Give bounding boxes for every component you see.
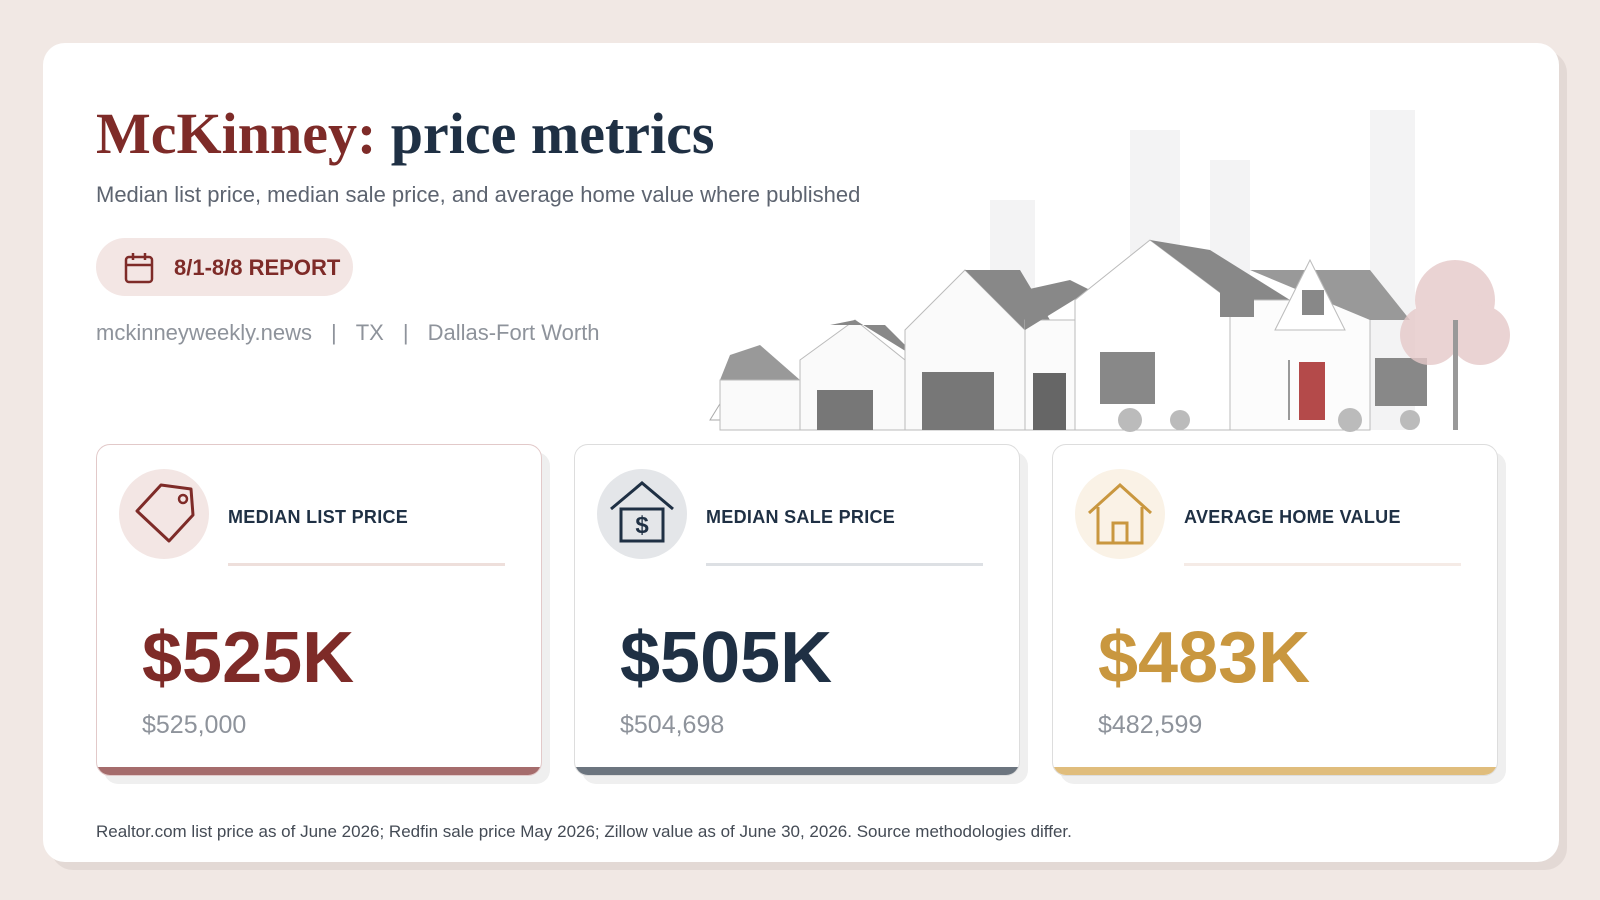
footnote: Realtor.com list price as of June 2026; …: [96, 822, 1072, 841]
title-place: McKinney:: [96, 101, 377, 166]
report-badge: 8/1-8/8 REPORT: [96, 238, 353, 296]
card-value: $525K: [142, 618, 355, 698]
metric-card: AVERAGE HOME VALUE $483K $482,599: [1052, 444, 1498, 776]
title: McKinney: price metrics: [96, 100, 714, 167]
metric-card: MEDIAN LIST PRICE $525K $525,000: [96, 444, 542, 776]
svg-text:$: $: [635, 512, 649, 539]
meta-item: TX: [355, 320, 384, 345]
calendar-icon: [124, 253, 154, 284]
card-label: MEDIAN SALE PRICE: [706, 507, 896, 527]
meta-item: Dallas-Fort Worth: [427, 320, 600, 345]
house-dollar-icon: $: [597, 469, 687, 559]
tag-icon: [119, 469, 209, 559]
card-exact: $504,698: [620, 711, 725, 739]
card-label: AVERAGE HOME VALUE: [1184, 507, 1401, 527]
metric-card: $ MEDIAN SALE PRICE $505K $504,698: [574, 444, 1020, 776]
card-value: $505K: [620, 618, 833, 698]
meta-item: mckinneyweekly.news: [96, 320, 313, 345]
title-rest: price metrics: [390, 101, 715, 166]
separator: |: [402, 320, 409, 345]
meta: mckinneyweekly.news | TX | Dallas-Fort Worth: [96, 320, 600, 346]
subtitle: Median list price, median sale price, an…: [96, 182, 861, 207]
badge-text: 8/1-8/8 REPORT: [174, 255, 341, 280]
separator: |: [331, 320, 337, 345]
house-icon: [1075, 469, 1165, 559]
card-exact: $525,000: [142, 711, 247, 739]
house-illustration: [709, 110, 1510, 432]
card-value: $483K: [1098, 618, 1311, 698]
card-label: MEDIAN LIST PRICE: [228, 507, 409, 527]
card-exact: $482,599: [1098, 711, 1203, 739]
